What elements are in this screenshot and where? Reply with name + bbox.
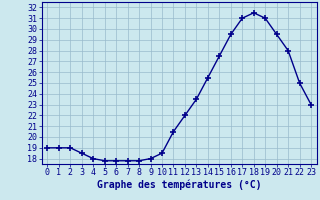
X-axis label: Graphe des températures (°C): Graphe des températures (°C): [97, 180, 261, 190]
